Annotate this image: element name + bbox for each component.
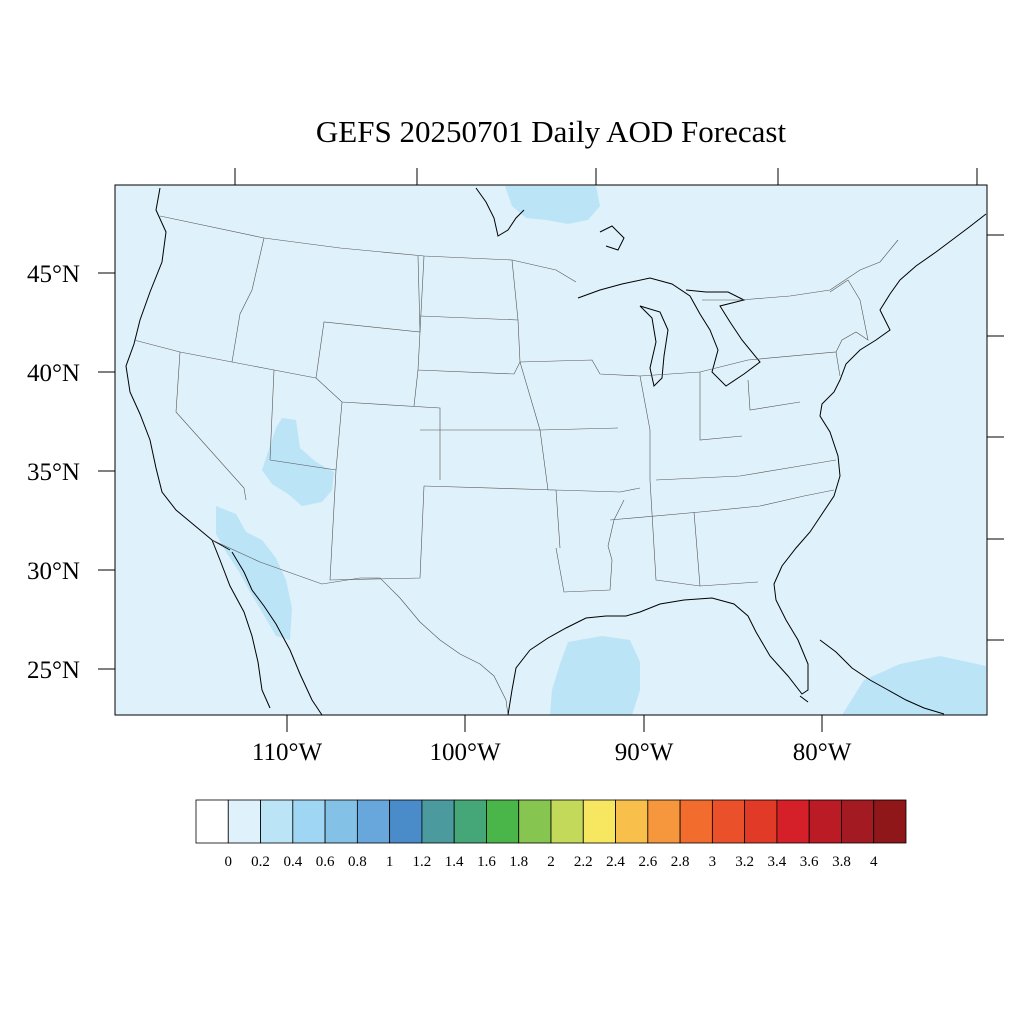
state-borders-west: [133, 237, 540, 581]
border-mexico: [211, 539, 509, 716]
borders: [133, 215, 899, 716]
colorbar-swatch: [486, 799, 520, 844]
left-ticks: [98, 272, 115, 670]
colorbar-label: 1.4: [445, 854, 464, 870]
map-title: GEFS 20250701 Daily AOD Forecast: [316, 114, 787, 149]
colorbar-swatch: [647, 799, 681, 844]
coastline-cuba: [819, 639, 945, 715]
colorbar-label: 1.8: [509, 854, 528, 870]
colorbar-label: 2.6: [638, 854, 657, 870]
colorbar-label: 0.2: [251, 854, 270, 870]
colorbar-label: 0: [225, 854, 233, 870]
lat-label: 45°N: [27, 261, 80, 288]
colorbar-label: 2: [547, 854, 555, 870]
bottom-ticks: [286, 715, 823, 732]
colorbar-swatch: [421, 799, 455, 844]
latitude-labels: 45°N 40°N 35°N 30°N 25°N: [27, 261, 80, 684]
state-borders-east: [609, 279, 869, 587]
longitude-labels: 110°W 100°W 90°W 80°W: [252, 739, 852, 766]
lon-label: 100°W: [429, 739, 500, 766]
lat-label: 30°N: [27, 558, 80, 585]
colorbar: 0 0.2 0.4 0.6 0.8 1 1.2 1.4 1.6 1.8 2 2.2 2.4 2.6 2.8 3…: [195, 799, 907, 870]
aod-region-hudson: [505, 186, 600, 224]
coastline-gulf-california: [231, 551, 323, 716]
colorbar-swatch: [841, 799, 875, 844]
colorbar-swatch: [324, 799, 358, 844]
coastlines: [125, 187, 987, 716]
colorbar-label: 3.8: [832, 854, 851, 870]
coastline-mexico-east: [507, 649, 531, 716]
coastline-gulf: [529, 213, 987, 695]
map-background: [115, 185, 987, 715]
colorbar-label: 3: [709, 854, 717, 870]
colorbar-label: 2.8: [671, 854, 690, 870]
colorbar-label: 3.2: [735, 854, 754, 870]
aod-region-bahamas: [842, 656, 986, 715]
lat-label: 40°N: [27, 360, 80, 387]
map-panel: [98, 168, 1004, 732]
state-borders-central: [419, 255, 651, 593]
aod-region-southwest: [262, 418, 334, 506]
colorbar-swatch: [744, 799, 778, 844]
colorbar-label: 2.2: [574, 854, 593, 870]
lat-label: 25°N: [27, 657, 80, 684]
right-ticks: [987, 234, 1004, 641]
colorbar-swatch: [292, 799, 326, 844]
colorbar-label: 1.6: [477, 854, 496, 870]
colorbar-swatch: [356, 799, 391, 844]
colorbar-label: 2.4: [606, 854, 625, 870]
lat-label: 35°N: [27, 459, 80, 486]
colorbar-label: 0.6: [316, 854, 335, 870]
colorbar-swatch: [776, 799, 810, 844]
colorbar-swatch: [679, 799, 713, 844]
colorbar-label: 1.2: [413, 854, 432, 870]
coastline-west: [125, 187, 231, 551]
colorbar-swatch: [550, 799, 584, 844]
aod-region-baja: [216, 506, 292, 640]
colorbar-label: 0.4: [283, 854, 302, 870]
colorbar-swatch: [808, 799, 842, 844]
map-frame: [114, 184, 988, 716]
colorbar-swatch: [518, 799, 552, 844]
colorbar-label: 1: [386, 854, 394, 870]
lon-label: 80°W: [793, 739, 852, 766]
colorbar-swatch: [582, 799, 616, 844]
colorbar-swatch: [453, 799, 487, 844]
colorbar-label: 0.8: [348, 854, 367, 870]
coastline-florida-keys: [799, 695, 809, 703]
top-ticks: [234, 168, 978, 185]
lon-label: 110°W: [252, 739, 323, 766]
colorbar-label: 3.6: [800, 854, 819, 870]
lon-label: 90°W: [615, 739, 674, 766]
coastline-hudson-bay: [475, 187, 625, 251]
aod-shading: [216, 186, 986, 715]
colorbar-swatch: [227, 799, 261, 844]
colorbar-swatch: [873, 799, 907, 844]
coastline-baja: [211, 539, 271, 709]
colorbar-swatch: [195, 799, 229, 844]
coastline-great-lakes: [577, 277, 761, 387]
colorbar-label: 4: [870, 854, 878, 870]
colorbar-swatch: [711, 799, 746, 844]
colorbar-swatch: [260, 799, 294, 844]
colorbar-swatch: [389, 799, 423, 844]
colorbar-swatch: [615, 799, 649, 844]
aod-region-gulf: [550, 636, 640, 715]
colorbar-label: 3.4: [768, 854, 787, 870]
